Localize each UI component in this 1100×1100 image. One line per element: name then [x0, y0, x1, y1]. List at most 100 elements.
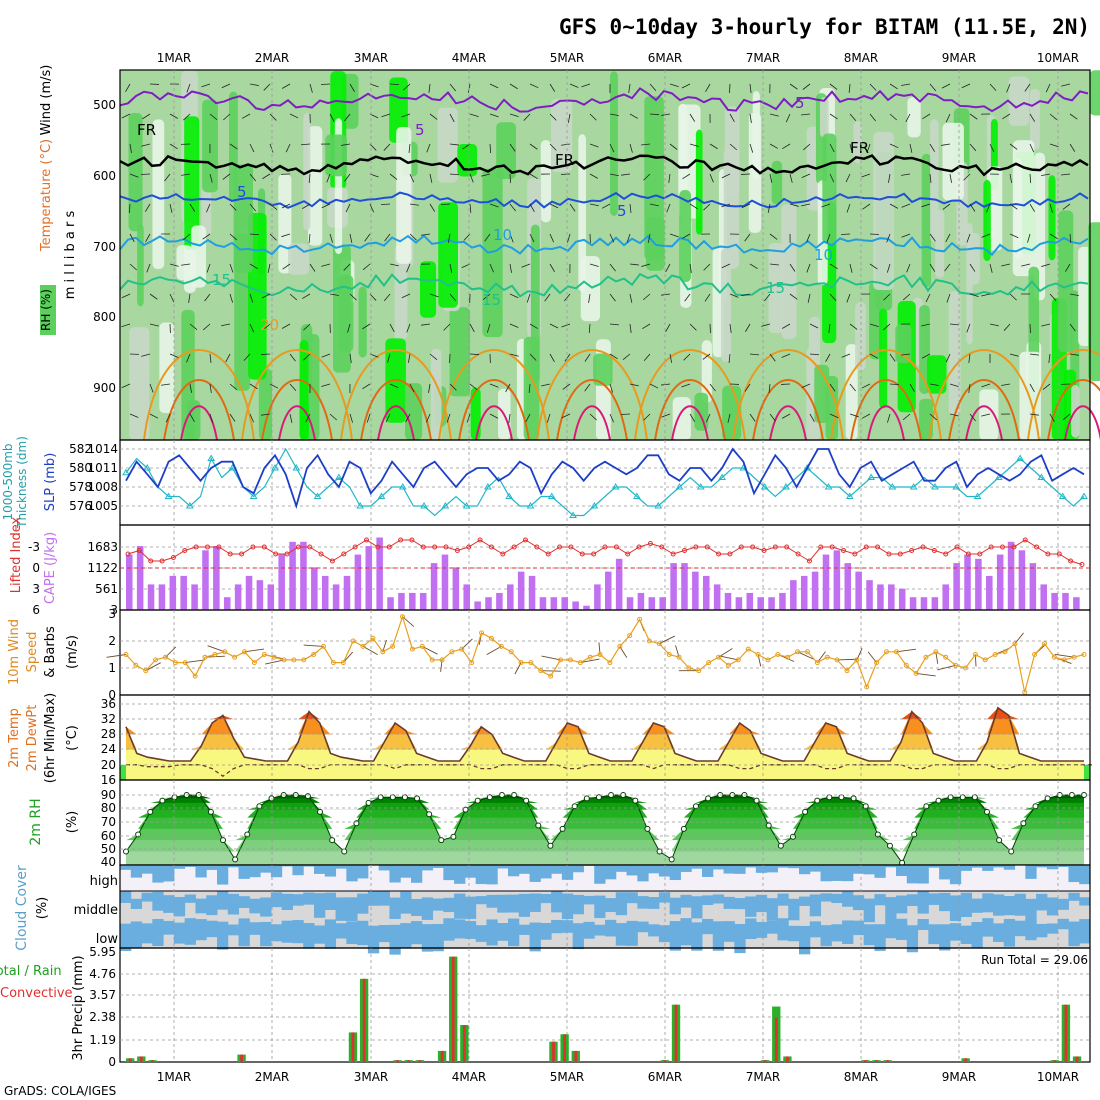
- cloud-mid-bar: [702, 895, 714, 906]
- wind-speed-marker: [400, 614, 406, 620]
- rh-streak: [825, 375, 839, 440]
- thickness-marker: [845, 492, 854, 499]
- wind-barb: [1021, 263, 1031, 267]
- wind-barb: [966, 323, 971, 333]
- cloud-low-bar: [195, 919, 207, 941]
- isotherm-minus5: [119, 87, 1089, 113]
- wind-barb: [183, 233, 191, 241]
- rh-marker: [304, 793, 311, 800]
- rh-streak: [137, 223, 144, 307]
- wind-barb: [901, 203, 911, 208]
- rh-streak: [679, 190, 691, 283]
- cloud-mid-bar: [411, 898, 423, 916]
- cloud-high-bar: [389, 865, 401, 883]
- rh-streak: [551, 98, 573, 172]
- li-marker: [227, 551, 233, 557]
- wind-barb: [981, 383, 991, 388]
- wind-barb: [709, 143, 718, 150]
- wind-panel: 0 1 2 3 10m Wind Speed & Barbs (m/s): [7, 607, 1091, 702]
- wind-barb: [209, 173, 213, 183]
- rh-marker: [232, 856, 239, 863]
- wind-barb: [963, 173, 971, 181]
- cape-bar: [245, 575, 253, 610]
- cloud-high-bar: [777, 865, 789, 868]
- li-marker: [897, 551, 903, 557]
- cloud-unit: (%): [35, 897, 50, 920]
- wind-barb: [289, 383, 297, 391]
- cloud-high-bar: [928, 865, 940, 868]
- cape-bar: [267, 584, 275, 610]
- wind-barb: [643, 413, 651, 421]
- wind-barb: [642, 293, 651, 301]
- cloud-high-bar: [1057, 865, 1069, 867]
- wind-barb: [389, 263, 399, 267]
- isotherm-30: [867, 405, 905, 441]
- wind-speed-marker: [627, 633, 633, 639]
- precip-tick: 4.76: [89, 967, 116, 981]
- cloud-mid-bar: [324, 892, 337, 911]
- li-marker: [704, 544, 710, 550]
- wind-barb: [449, 383, 457, 391]
- li-marker: [386, 544, 392, 550]
- rh-streak: [1048, 175, 1056, 261]
- rh-marker: [535, 822, 542, 829]
- wind-speed-marker: [409, 646, 415, 652]
- thickness-label-1: 1000-500mb: [1, 443, 15, 520]
- cloud-high-bar: [314, 865, 326, 874]
- wind-barb: [1006, 83, 1011, 93]
- wind-barb: [421, 233, 431, 236]
- wind-barb: [702, 353, 711, 360]
- cloud-low-bar: [249, 922, 261, 935]
- cloud-low-bar: [896, 918, 908, 940]
- wind-barb: [469, 323, 475, 333]
- surface-wind-barb: [916, 672, 936, 677]
- cloud-mid-bar: [1025, 898, 1037, 922]
- li-marker: [659, 544, 665, 550]
- rh-marker: [486, 794, 493, 801]
- wind-barb: [549, 353, 555, 363]
- wind-barb: [344, 113, 351, 122]
- cape-bar: [800, 575, 808, 610]
- li-marker: [931, 548, 937, 553]
- rh-marker: [595, 794, 602, 801]
- li-marker: [1011, 544, 1017, 550]
- li-marker: [545, 551, 551, 557]
- cloud-low-bar: [389, 924, 401, 955]
- cloud-low-bar: [260, 921, 272, 947]
- wind-speed-marker: [962, 665, 968, 671]
- wind-barb: [906, 263, 911, 273]
- cape-bar: [343, 575, 351, 610]
- wind-barb: [484, 233, 491, 242]
- wind-barb: [249, 323, 255, 333]
- precip-conv-bar: [139, 1056, 143, 1062]
- li-marker: [454, 548, 460, 553]
- cloud-mid-bar: [518, 893, 531, 917]
- wind-barb: [145, 233, 151, 243]
- wind-barb: [303, 323, 311, 331]
- wind-barb: [409, 383, 415, 393]
- cloud-mid-bar: [831, 893, 843, 904]
- rh-streak: [470, 387, 481, 440]
- li-marker: [909, 548, 915, 553]
- isotherm-25: [556, 379, 628, 441]
- wind-barb: [809, 353, 820, 356]
- wind-barb: [949, 413, 959, 417]
- cloud-low-bar: [184, 918, 196, 945]
- cape-bar: [398, 592, 405, 610]
- cloud-mid-bar: [130, 898, 143, 910]
- cloud-low-bar: [648, 924, 660, 937]
- cape-bar: [702, 575, 710, 610]
- wind-barb: [621, 173, 631, 176]
- wind-barb: [749, 113, 752, 123]
- li-marker: [136, 548, 142, 553]
- cloud-high-bar: [464, 865, 477, 878]
- cloud-mid-bar: [669, 897, 681, 915]
- li-marker: [1068, 558, 1074, 564]
- cloud-high-bar: [518, 865, 531, 874]
- wind-speed-marker: [745, 646, 751, 652]
- rh-marker: [341, 848, 348, 855]
- cloud-low-bar: [335, 923, 347, 939]
- precip-conv-bar: [128, 1058, 132, 1062]
- wind-barb: [785, 113, 791, 123]
- wind-barb: [969, 143, 977, 152]
